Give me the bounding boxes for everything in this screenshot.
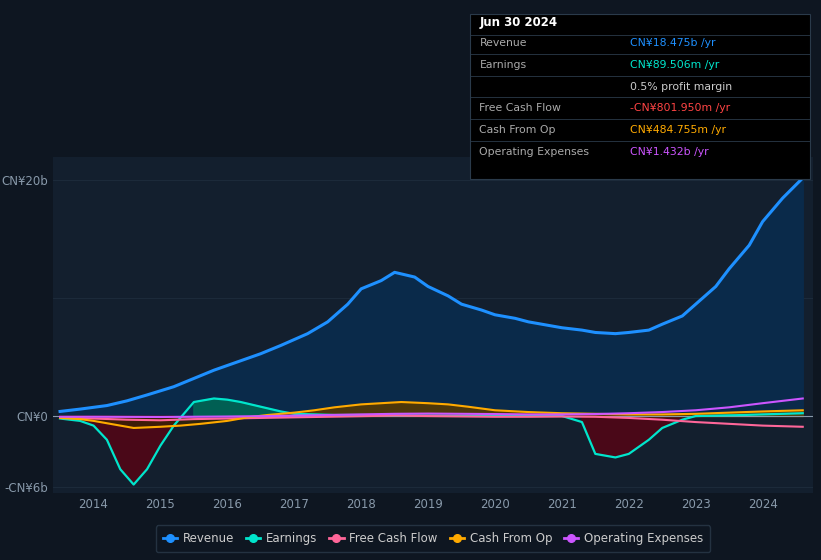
- Text: CN¥18.475b /yr: CN¥18.475b /yr: [630, 38, 715, 48]
- Legend: Revenue, Earnings, Free Cash Flow, Cash From Op, Operating Expenses: Revenue, Earnings, Free Cash Flow, Cash …: [156, 525, 710, 552]
- Text: CN¥1.432b /yr: CN¥1.432b /yr: [630, 147, 709, 157]
- Text: CN¥89.506m /yr: CN¥89.506m /yr: [630, 60, 719, 70]
- Text: Revenue: Revenue: [479, 38, 527, 48]
- Text: Earnings: Earnings: [479, 60, 526, 70]
- Text: 0.5% profit margin: 0.5% profit margin: [630, 82, 732, 92]
- Text: Free Cash Flow: Free Cash Flow: [479, 104, 562, 114]
- Text: Cash From Op: Cash From Op: [479, 125, 556, 136]
- Text: -CN¥801.950m /yr: -CN¥801.950m /yr: [630, 104, 730, 114]
- Text: CN¥484.755m /yr: CN¥484.755m /yr: [630, 125, 726, 136]
- Text: Jun 30 2024: Jun 30 2024: [479, 16, 557, 29]
- Text: Operating Expenses: Operating Expenses: [479, 147, 589, 157]
